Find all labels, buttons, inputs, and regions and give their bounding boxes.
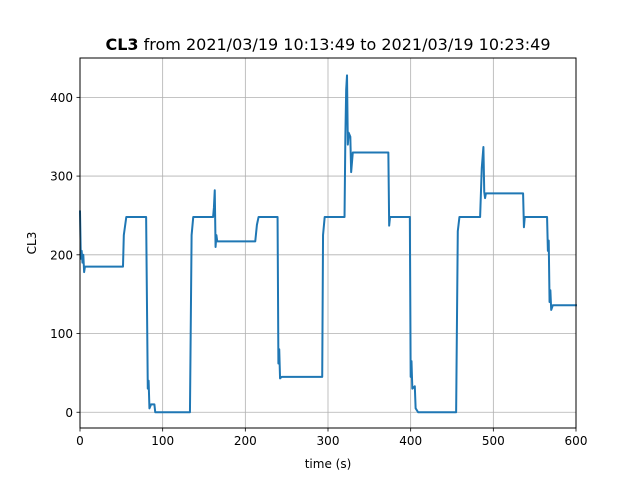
- x-axis-label: time (s): [305, 457, 352, 471]
- y-tick-label: 0: [65, 406, 73, 420]
- x-tick-label: 500: [482, 434, 505, 448]
- y-tick-label: 100: [50, 327, 73, 341]
- x-tick-label: 400: [399, 434, 422, 448]
- y-tick-label: 400: [50, 91, 73, 105]
- x-tick-label: 200: [234, 434, 257, 448]
- series-layer: [78, 74, 577, 414]
- y-tick-label: 300: [50, 170, 73, 184]
- y-axis-label: CL3: [25, 232, 39, 255]
- x-tick-label: 0: [76, 434, 84, 448]
- chart-title: CL3 from 2021/03/19 10:13:49 to 2021/03/…: [105, 35, 550, 54]
- x-tick-label: 300: [317, 434, 340, 448]
- x-tick-label: 600: [565, 434, 588, 448]
- x-axis-ticks: 0 100 200 300 400 500 600: [76, 428, 587, 448]
- y-axis-ticks: 0 100 200 300 400: [50, 91, 80, 420]
- chart-title-bold: CL3: [105, 35, 138, 54]
- chart-title-rest: from 2021/03/19 10:13:49 to 2021/03/19 1…: [139, 35, 551, 54]
- series-line: [78, 74, 577, 414]
- x-tick-label: 100: [151, 434, 174, 448]
- y-tick-label: 200: [50, 248, 73, 262]
